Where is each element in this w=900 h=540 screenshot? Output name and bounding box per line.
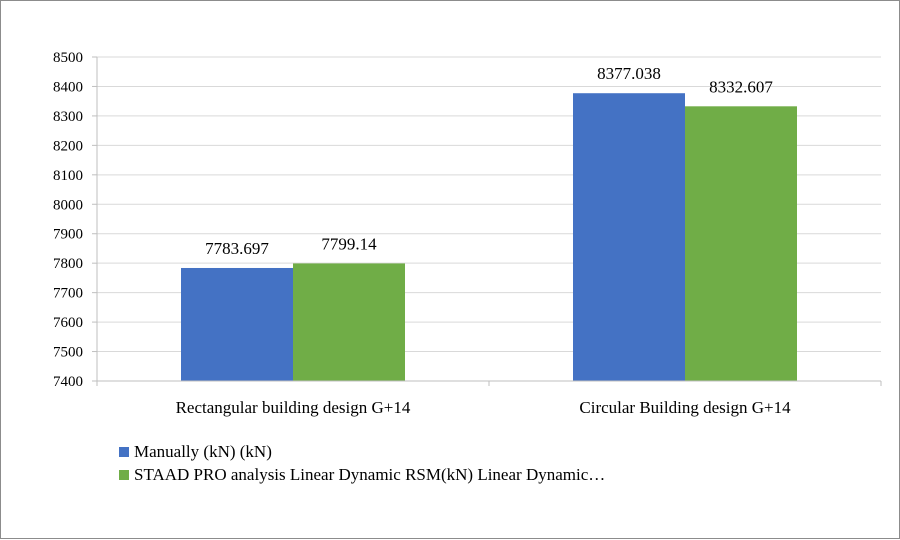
x-category-label: Rectangular building design G+14 (176, 398, 411, 417)
legend-label: Manually (kN) (kN) (134, 442, 272, 461)
y-tick-label: 7800 (53, 256, 83, 272)
y-tick-label: 8100 (53, 168, 83, 184)
y-tick-label: 7600 (53, 315, 83, 331)
data-label: 7799.14 (321, 234, 377, 253)
legend-swatch (119, 447, 129, 457)
x-axis: Rectangular building design G+14 Circular… (96, 380, 882, 417)
y-axis: 7400 7500 7600 7700 7800 7900 8000 8100 8200 8300… (53, 50, 98, 390)
bar-staad-0 (293, 263, 405, 381)
y-tick-label: 8300 (53, 109, 83, 125)
y-tick-label: 8500 (53, 50, 83, 66)
bar-staad-1 (685, 106, 797, 382)
x-category-label: Circular Building design G+14 (579, 398, 791, 417)
y-tick-label: 7700 (53, 286, 83, 302)
data-label: 8377.038 (597, 64, 661, 83)
bar-manually-1 (573, 93, 685, 381)
legend: Manually (kN) (kN) STAAD PRO analysis Lin… (119, 442, 605, 484)
legend-label: STAAD PRO analysis Linear Dynamic RSM(kN… (134, 465, 605, 484)
bar-manually-0 (181, 267, 293, 381)
y-tick-label: 7900 (53, 227, 83, 243)
legend-swatch (119, 470, 129, 480)
bars: 7783.697 7799.14 8377.038 8332.607 (181, 64, 797, 382)
data-label: 8332.607 (709, 77, 773, 96)
y-tick-label: 7400 (53, 374, 83, 390)
y-tick-label: 8200 (53, 138, 83, 154)
data-label: 7783.697 (205, 239, 269, 258)
y-tick-label: 8400 (53, 79, 83, 95)
y-tick-label: 8000 (53, 197, 83, 213)
y-tick-label: 7500 (53, 345, 83, 361)
